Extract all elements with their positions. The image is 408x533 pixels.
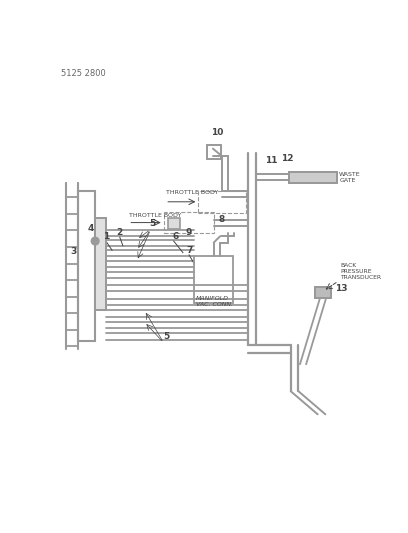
Bar: [95, 218, 106, 310]
Text: 3: 3: [71, 247, 77, 256]
Bar: [78, 191, 95, 341]
Bar: [164, 212, 214, 233]
Text: 9: 9: [185, 228, 191, 237]
Text: 12: 12: [281, 154, 293, 163]
Text: 6: 6: [172, 232, 178, 241]
Bar: [207, 145, 221, 159]
Text: 5: 5: [149, 219, 155, 228]
Text: 5125 2800: 5125 2800: [61, 69, 106, 78]
Bar: [315, 287, 331, 298]
Bar: [195, 256, 233, 303]
Bar: [168, 218, 180, 229]
Text: THROTTLE BODY: THROTTLE BODY: [129, 213, 182, 218]
Text: 10: 10: [211, 128, 224, 137]
Text: 4: 4: [87, 224, 94, 233]
Circle shape: [91, 237, 99, 245]
Bar: [315, 287, 331, 298]
Text: 13: 13: [335, 285, 347, 294]
Bar: [289, 172, 337, 182]
Text: 7: 7: [186, 246, 192, 255]
Text: BACK
PRESSURE
TRANSDUCER: BACK PRESSURE TRANSDUCER: [340, 263, 381, 280]
Text: 11: 11: [265, 156, 278, 165]
Bar: [95, 218, 106, 310]
Text: 2: 2: [117, 228, 123, 237]
Text: THROTTLE BODY: THROTTLE BODY: [166, 190, 218, 195]
Text: 5: 5: [163, 332, 169, 341]
Text: MANIFOLD
VAC. CONN.: MANIFOLD VAC. CONN.: [196, 296, 233, 306]
Bar: [289, 172, 337, 182]
Bar: [198, 191, 246, 213]
Text: 8: 8: [218, 215, 224, 224]
Text: WASTE
GATE: WASTE GATE: [339, 172, 361, 182]
Text: 1: 1: [103, 232, 109, 241]
